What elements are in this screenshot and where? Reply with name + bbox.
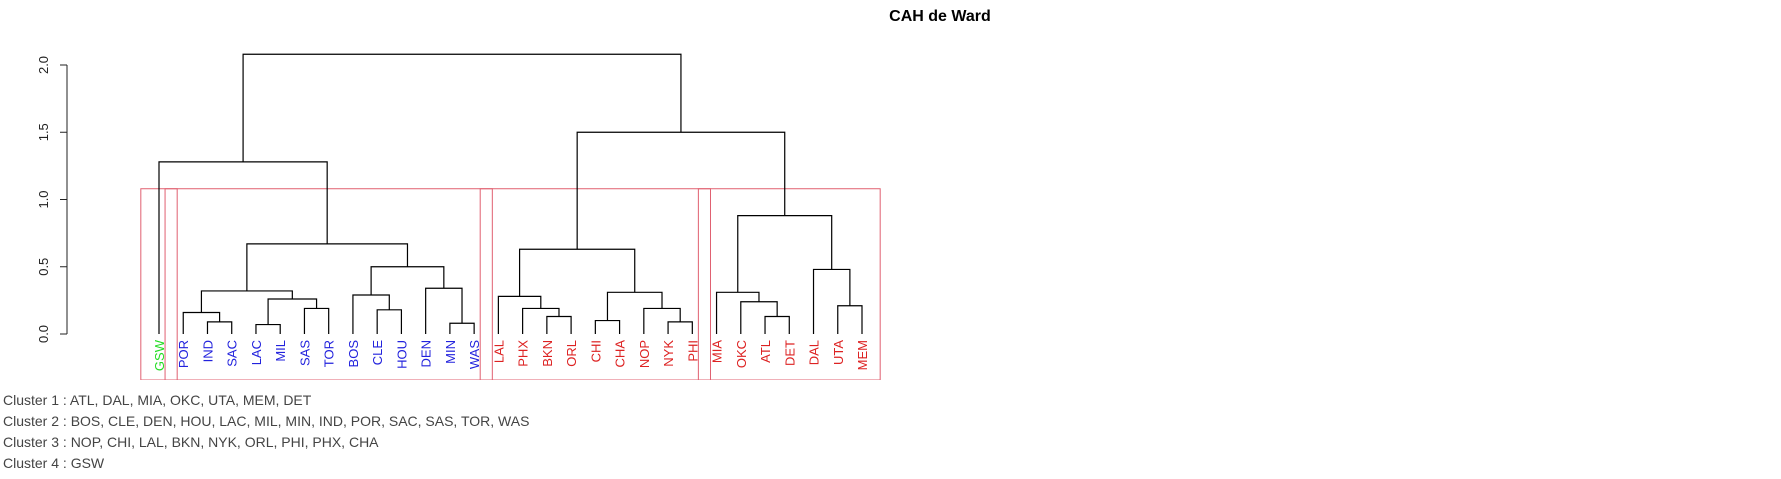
- y-tick-label: 2.0: [36, 56, 51, 74]
- leaf-label-nop: NOP: [637, 340, 652, 368]
- merge-m25: [837, 305, 863, 334]
- merge-m28: [576, 131, 786, 250]
- leaf-label-okc: OKC: [734, 340, 749, 368]
- merge-m24: [715, 291, 760, 334]
- leaf-label-dal: DAL: [807, 340, 822, 365]
- leaf-label-tor: TOR: [322, 340, 337, 367]
- merge-m21: [518, 248, 636, 297]
- merge-m22: [764, 315, 790, 334]
- leaf-label-phi: PHI: [685, 340, 700, 362]
- leaf-label-min: MIN: [443, 340, 458, 364]
- leaf-label-bkn: BKN: [540, 340, 555, 367]
- merge-m8: [352, 294, 390, 334]
- dendrogram-chart: CAH de Ward 0.0 0.5 1.0 1.5 2.0 GSW POR IND SAC…: [36, 8, 991, 380]
- leaf-label-lal: LAL: [491, 340, 506, 363]
- y-tick-label: 0.0: [36, 325, 51, 343]
- merge-m18: [667, 321, 693, 334]
- merge-m2: [182, 311, 221, 334]
- leaf-label-cha: CHA: [613, 340, 628, 368]
- merge-m4: [303, 307, 330, 334]
- leaf-label-mem: MEM: [855, 340, 870, 370]
- leaf-label-cle: CLE: [370, 340, 385, 366]
- leaf-label-ind: IND: [200, 340, 215, 362]
- merge-m10: [425, 287, 463, 334]
- leaf-label-mia: MIA: [710, 340, 725, 363]
- leaf-label-por: POR: [176, 340, 191, 368]
- y-axis: 0.0 0.5 1.0 1.5 2.0: [36, 56, 68, 343]
- legend-cluster-1: Cluster 1 : ATL, DAL, MIA, OKC, UTA, MEM…: [3, 392, 312, 408]
- merge-m13: [158, 161, 328, 334]
- merge-m16: [497, 295, 542, 334]
- merge-m19: [643, 307, 681, 334]
- merge-m27: [737, 215, 833, 293]
- merge-m20: [606, 291, 663, 321]
- leaf-label-uta: UTA: [831, 340, 846, 365]
- leaf-label-atl: ATL: [758, 340, 773, 363]
- merge-m7: [376, 309, 403, 334]
- leaf-label-sac: SAC: [225, 340, 240, 367]
- legend-cluster-2: Cluster 2 : BOS, CLE, DEN, HOU, LAC, MIL…: [3, 413, 530, 429]
- merge-m15: [522, 307, 560, 334]
- cluster-legend: Cluster 1 : ATL, DAL, MIA, OKC, UTA, MEM…: [3, 390, 529, 474]
- merge-m9: [449, 322, 475, 334]
- merge-m6: [200, 290, 293, 313]
- cluster-boxes: [140, 188, 881, 380]
- leaf-label-hou: HOU: [394, 340, 409, 369]
- merge-m5: [267, 298, 318, 325]
- cluster-box-2: [164, 188, 493, 380]
- leaf-label-mil: MIL: [273, 340, 288, 362]
- y-tick-label: 1.5: [36, 123, 51, 141]
- cluster-box-3: [479, 188, 711, 380]
- leaf-label-gsw: GSW: [152, 339, 167, 371]
- merge-m11: [370, 266, 445, 295]
- merge-m23: [740, 301, 778, 334]
- leaf-label-lac: LAC: [249, 340, 264, 365]
- merge-m29: [242, 53, 682, 162]
- y-tick-label: 0.5: [36, 258, 51, 276]
- leaf-labels: GSW POR IND SAC LAC MIL SAS TOR BOS CLE HOU DEN MIN W…: [152, 339, 870, 371]
- leaf-label-nyk: NYK: [661, 340, 676, 367]
- legend-cluster-4: Cluster 4 : GSW: [3, 455, 105, 471]
- leaf-label-den: DEN: [419, 340, 434, 367]
- leaf-label-sas: SAS: [297, 340, 312, 366]
- merge-m12: [246, 243, 409, 291]
- merge-m26: [812, 268, 851, 334]
- merge-m1: [206, 321, 233, 334]
- leaf-label-was: WAS: [467, 340, 482, 369]
- legend-cluster-3: Cluster 3 : NOP, CHI, LAL, BKN, NYK, ORL…: [3, 434, 379, 450]
- dendrogram-tree: [158, 53, 863, 334]
- leaf-label-det: DET: [782, 340, 797, 366]
- merge-m14: [546, 315, 572, 334]
- merge-m17: [594, 319, 621, 334]
- chart-title: CAH de Ward: [889, 8, 991, 25]
- leaf-label-bos: BOS: [346, 340, 361, 368]
- y-tick-label: 1.0: [36, 190, 51, 208]
- leaf-label-chi: CHI: [588, 340, 603, 362]
- merge-m3: [255, 323, 281, 334]
- leaf-label-orl: ORL: [564, 340, 579, 367]
- cluster-box-1: [697, 188, 881, 380]
- leaf-label-phx: PHX: [516, 340, 531, 367]
